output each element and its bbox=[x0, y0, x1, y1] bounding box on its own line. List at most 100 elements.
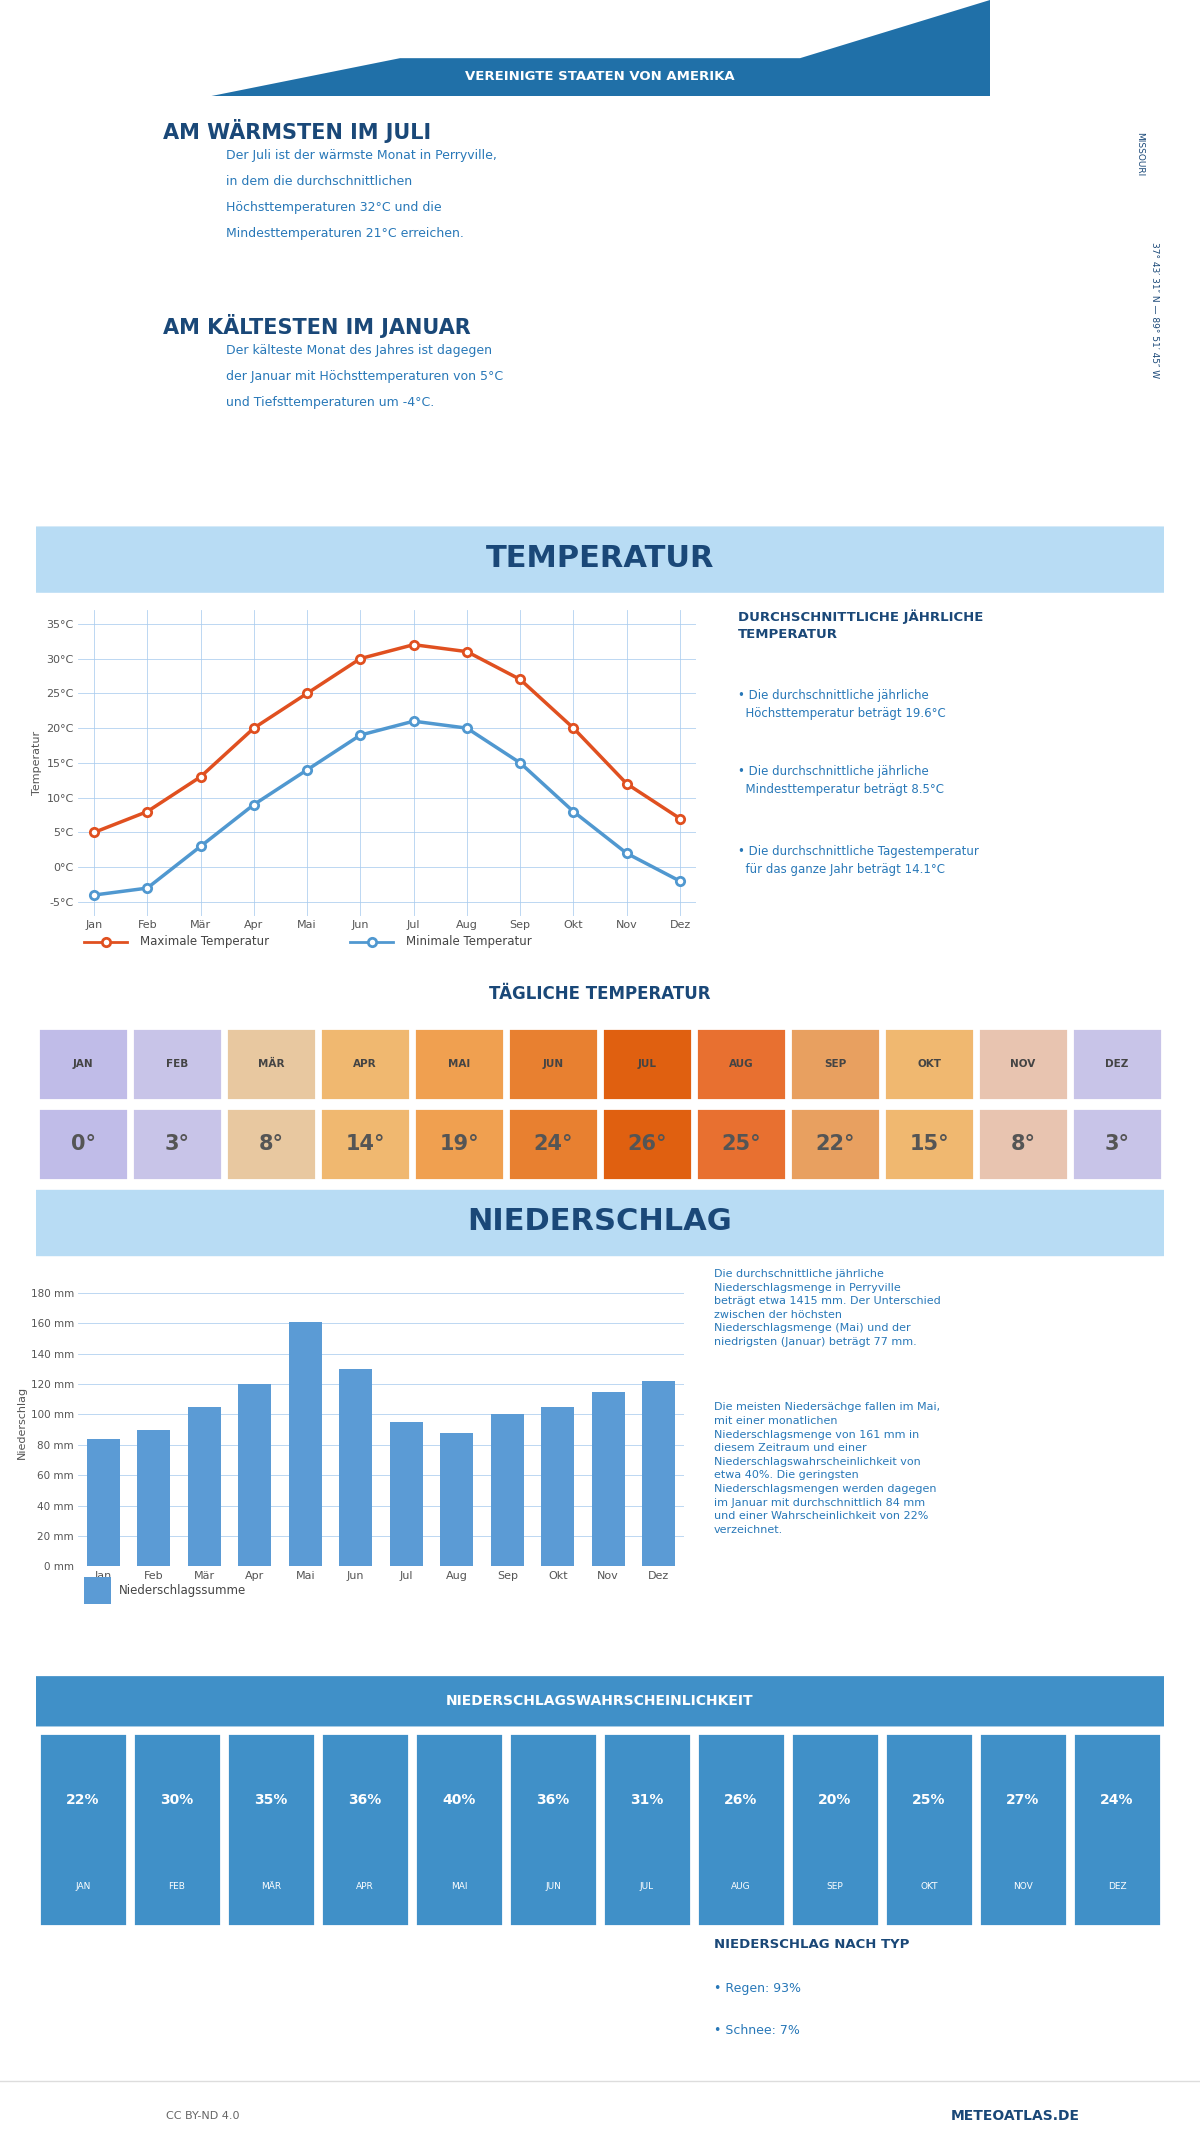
FancyBboxPatch shape bbox=[19, 526, 1181, 593]
Text: Der kälteste Monat des Jahres ist dagegen: Der kälteste Monat des Jahres ist dagege… bbox=[226, 345, 492, 357]
Bar bbox=[137, 1430, 170, 1566]
Bar bbox=[289, 1323, 322, 1566]
Text: 26%: 26% bbox=[725, 1793, 757, 1806]
Text: 24°: 24° bbox=[533, 1134, 572, 1153]
FancyBboxPatch shape bbox=[414, 1027, 504, 1100]
Text: Die meisten Niedersächge fallen im Mai,
mit einer monatlichen
Niederschlagsmenge: Die meisten Niedersächge fallen im Mai, … bbox=[714, 1402, 940, 1534]
Text: AUG: AUG bbox=[728, 1059, 754, 1068]
FancyBboxPatch shape bbox=[602, 1109, 691, 1179]
Text: 3°: 3° bbox=[1104, 1134, 1129, 1153]
Text: 30%: 30% bbox=[161, 1793, 193, 1806]
Text: 36%: 36% bbox=[348, 1793, 382, 1806]
Text: Mindesttemperaturen 21°C erreichen.: Mindesttemperaturen 21°C erreichen. bbox=[226, 227, 463, 240]
FancyBboxPatch shape bbox=[227, 1733, 314, 1926]
FancyBboxPatch shape bbox=[19, 1190, 1181, 1256]
Bar bbox=[86, 1438, 120, 1566]
Text: MAI: MAI bbox=[451, 1881, 467, 1890]
Bar bbox=[239, 1385, 271, 1566]
Text: 14°: 14° bbox=[346, 1134, 385, 1153]
Bar bbox=[592, 1391, 625, 1566]
FancyBboxPatch shape bbox=[791, 1027, 880, 1100]
Text: APR: APR bbox=[353, 1059, 377, 1068]
Y-axis label: Temperatur: Temperatur bbox=[32, 732, 42, 794]
Text: NIEDERSCHLAG NACH TYP: NIEDERSCHLAG NACH TYP bbox=[714, 1939, 910, 1952]
FancyBboxPatch shape bbox=[696, 1109, 786, 1179]
FancyBboxPatch shape bbox=[132, 1027, 222, 1100]
Text: 31%: 31% bbox=[630, 1793, 664, 1806]
Text: und Tiefsttemperaturen um -4°C.: und Tiefsttemperaturen um -4°C. bbox=[226, 396, 434, 409]
Text: Maximale Temperatur: Maximale Temperatur bbox=[140, 935, 269, 948]
FancyBboxPatch shape bbox=[84, 1577, 112, 1603]
FancyBboxPatch shape bbox=[1073, 1109, 1162, 1179]
Bar bbox=[642, 1380, 676, 1566]
FancyBboxPatch shape bbox=[884, 1109, 973, 1179]
FancyBboxPatch shape bbox=[320, 1027, 409, 1100]
Text: 37° 43′ 31″ N — 89° 51′ 45″ W: 37° 43′ 31″ N — 89° 51′ 45″ W bbox=[1151, 242, 1159, 379]
FancyBboxPatch shape bbox=[320, 1109, 409, 1179]
FancyBboxPatch shape bbox=[38, 1027, 127, 1100]
Text: AM WÄRMSTEN IM JULI: AM WÄRMSTEN IM JULI bbox=[163, 120, 431, 143]
Text: SEP: SEP bbox=[824, 1059, 846, 1068]
FancyBboxPatch shape bbox=[791, 1733, 878, 1926]
FancyBboxPatch shape bbox=[979, 1733, 1067, 1926]
Text: TEMPERATUR: TEMPERATUR bbox=[486, 544, 714, 574]
Text: • Die durchschnittliche Tagestemperatur
  für das ganze Jahr beträgt 14.1°C: • Die durchschnittliche Tagestemperatur … bbox=[738, 845, 979, 875]
Text: NOV: NOV bbox=[1013, 1881, 1033, 1890]
Text: NOV: NOV bbox=[1010, 1059, 1036, 1068]
Bar bbox=[188, 1406, 221, 1566]
Text: CC BY-ND 4.0: CC BY-ND 4.0 bbox=[167, 2110, 240, 2121]
FancyBboxPatch shape bbox=[602, 1027, 691, 1100]
Text: 26°: 26° bbox=[628, 1134, 667, 1153]
Bar bbox=[390, 1421, 422, 1566]
Text: 35%: 35% bbox=[254, 1793, 288, 1806]
Text: 15°: 15° bbox=[910, 1134, 949, 1153]
FancyBboxPatch shape bbox=[604, 1733, 691, 1926]
Text: 24%: 24% bbox=[1100, 1793, 1134, 1806]
Text: NIEDERSCHLAG: NIEDERSCHLAG bbox=[468, 1207, 732, 1237]
Bar bbox=[340, 1370, 372, 1566]
FancyBboxPatch shape bbox=[978, 1027, 1068, 1100]
Text: • Die durchschnittliche jährliche
  Mindesttemperatur beträgt 8.5°C: • Die durchschnittliche jährliche Mindes… bbox=[738, 766, 944, 796]
Bar bbox=[440, 1432, 473, 1566]
Text: FEB: FEB bbox=[168, 1881, 186, 1890]
Text: 40%: 40% bbox=[443, 1793, 475, 1806]
FancyBboxPatch shape bbox=[791, 1109, 880, 1179]
FancyBboxPatch shape bbox=[1073, 1733, 1160, 1926]
FancyBboxPatch shape bbox=[133, 1733, 221, 1926]
FancyBboxPatch shape bbox=[414, 1109, 504, 1179]
Bar bbox=[541, 1406, 574, 1566]
Text: 22%: 22% bbox=[66, 1793, 100, 1806]
Text: JUN: JUN bbox=[545, 1881, 560, 1890]
Text: 25°: 25° bbox=[721, 1134, 761, 1153]
Text: JUN: JUN bbox=[542, 1059, 564, 1068]
Text: 25%: 25% bbox=[912, 1793, 946, 1806]
Text: OKT: OKT bbox=[917, 1059, 941, 1068]
Text: • Die durchschnittliche jährliche
  Höchsttemperatur beträgt 19.6°C: • Die durchschnittliche jährliche Höchst… bbox=[738, 689, 946, 719]
Text: PERRYVILLE: PERRYVILLE bbox=[413, 2, 787, 56]
FancyBboxPatch shape bbox=[509, 1027, 598, 1100]
Text: Niederschlagssumme: Niederschlagssumme bbox=[119, 1584, 246, 1596]
Text: TÄGLICHE TEMPERATUR: TÄGLICHE TEMPERATUR bbox=[490, 984, 710, 1004]
Text: 22°: 22° bbox=[815, 1134, 854, 1153]
FancyBboxPatch shape bbox=[1073, 1027, 1162, 1100]
FancyBboxPatch shape bbox=[227, 1109, 316, 1179]
FancyBboxPatch shape bbox=[40, 1733, 127, 1926]
Text: APR: APR bbox=[356, 1881, 374, 1890]
Text: MÄR: MÄR bbox=[260, 1881, 281, 1890]
FancyBboxPatch shape bbox=[132, 1109, 222, 1179]
FancyBboxPatch shape bbox=[697, 1733, 785, 1926]
FancyBboxPatch shape bbox=[884, 1027, 973, 1100]
FancyBboxPatch shape bbox=[509, 1109, 598, 1179]
Text: VEREINIGTE STAATEN VON AMERIKA: VEREINIGTE STAATEN VON AMERIKA bbox=[466, 71, 734, 83]
FancyBboxPatch shape bbox=[227, 1027, 316, 1100]
Y-axis label: Niederschlag: Niederschlag bbox=[17, 1385, 26, 1459]
FancyBboxPatch shape bbox=[25, 1676, 1175, 1727]
Text: MAI: MAI bbox=[448, 1059, 470, 1068]
Text: FEB: FEB bbox=[166, 1059, 188, 1068]
Text: Höchsttemperaturen 32°C und die: Höchsttemperaturen 32°C und die bbox=[226, 201, 442, 214]
FancyBboxPatch shape bbox=[886, 1733, 973, 1926]
Text: DEZ: DEZ bbox=[1108, 1881, 1127, 1890]
Polygon shape bbox=[210, 0, 990, 96]
FancyBboxPatch shape bbox=[322, 1733, 409, 1926]
Text: JUL: JUL bbox=[637, 1059, 656, 1068]
